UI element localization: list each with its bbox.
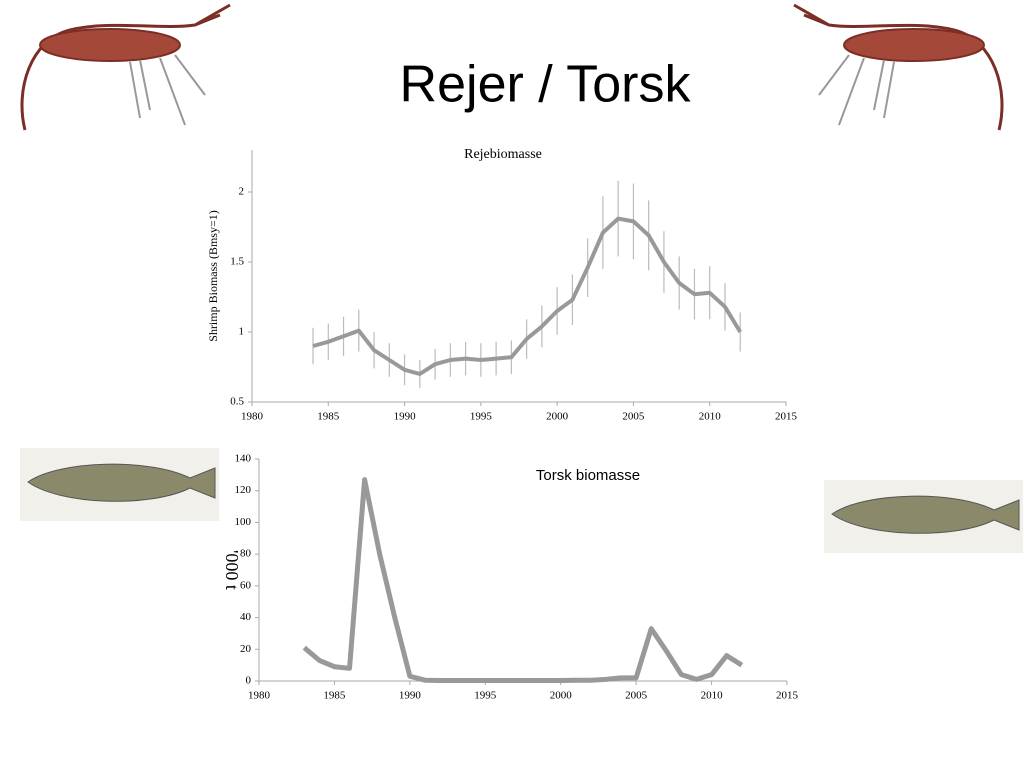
x-tick-label: 2010 bbox=[701, 690, 724, 702]
x-tick-label: 1985 bbox=[317, 411, 340, 423]
x-tick-label: 1995 bbox=[470, 411, 493, 423]
y-tick-label: 120 bbox=[235, 484, 252, 496]
slide-title: Rejer / Torsk bbox=[400, 56, 692, 114]
x-tick-label: 1995 bbox=[474, 690, 497, 702]
y-tick-label: 140 bbox=[235, 453, 252, 465]
x-tick-label: 1985 bbox=[323, 690, 346, 702]
y-tick-label: 60 bbox=[240, 579, 252, 591]
chart-title: Rejebiomasse bbox=[464, 147, 542, 162]
y-tick-label: 1.5 bbox=[230, 256, 244, 268]
y-tick-label: 40 bbox=[240, 611, 252, 623]
x-tick-label: 2015 bbox=[775, 411, 798, 423]
y-axis-label: '000 t bbox=[222, 550, 242, 590]
y-tick-label: 100 bbox=[235, 516, 252, 528]
shrimp-right bbox=[793, 3, 1004, 131]
y-tick-label: 20 bbox=[240, 643, 252, 655]
x-tick-label: 2005 bbox=[622, 411, 645, 423]
chart-title: Torsk biomasse bbox=[536, 467, 640, 484]
cod-right bbox=[824, 480, 1023, 553]
x-tick-label: 1980 bbox=[248, 690, 271, 702]
x-tick-label: 1990 bbox=[399, 690, 422, 702]
y-axis-label: Shrimp Biomass (Bmsy=1) bbox=[206, 210, 220, 341]
shrimp-left bbox=[20, 3, 231, 131]
x-tick-label: 2010 bbox=[699, 411, 722, 423]
y-tick-label: 1 bbox=[239, 326, 245, 338]
x-tick-label: 2005 bbox=[625, 690, 648, 702]
x-tick-label: 2015 bbox=[776, 690, 799, 702]
x-tick-label: 2000 bbox=[550, 690, 573, 702]
cod-left bbox=[20, 448, 219, 521]
y-tick-label: 0 bbox=[246, 675, 252, 687]
y-tick-label: 80 bbox=[240, 548, 252, 560]
x-tick-label: 1990 bbox=[394, 411, 417, 423]
data-line bbox=[312, 216, 742, 376]
x-tick-label: 1980 bbox=[241, 411, 264, 423]
y-tick-label: 2 bbox=[239, 186, 245, 198]
x-tick-label: 2000 bbox=[546, 411, 569, 423]
y-tick-label: 0.5 bbox=[230, 396, 244, 408]
data-line bbox=[302, 477, 744, 684]
